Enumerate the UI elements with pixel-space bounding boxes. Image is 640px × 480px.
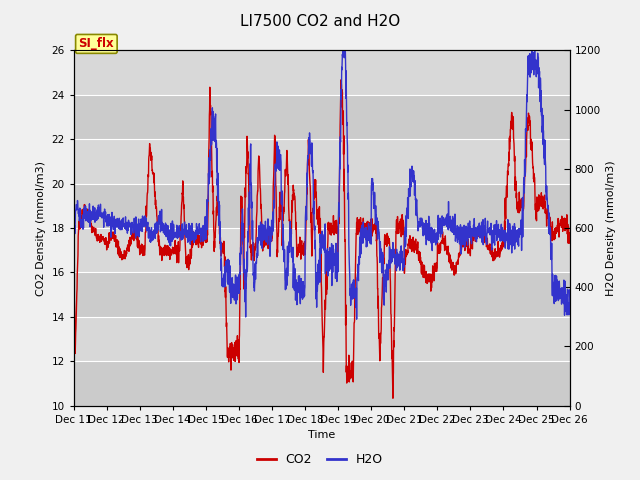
- X-axis label: Time: Time: [308, 430, 335, 440]
- Bar: [74, 139, 570, 183]
- Text: LI7500 CO2 and H2O: LI7500 CO2 and H2O: [240, 14, 400, 29]
- Bar: [74, 50, 570, 95]
- Legend: CO2, H2O: CO2, H2O: [252, 448, 388, 471]
- Y-axis label: H2O Density (mmol/m3): H2O Density (mmol/m3): [606, 160, 616, 296]
- Text: SI_flx: SI_flx: [79, 37, 114, 50]
- Y-axis label: CO2 Density (mmol/m3): CO2 Density (mmol/m3): [36, 160, 46, 296]
- Bar: [74, 361, 570, 406]
- Bar: [74, 272, 570, 317]
- Bar: [74, 95, 570, 139]
- Bar: [74, 317, 570, 361]
- Bar: [74, 184, 570, 228]
- Bar: [74, 228, 570, 272]
